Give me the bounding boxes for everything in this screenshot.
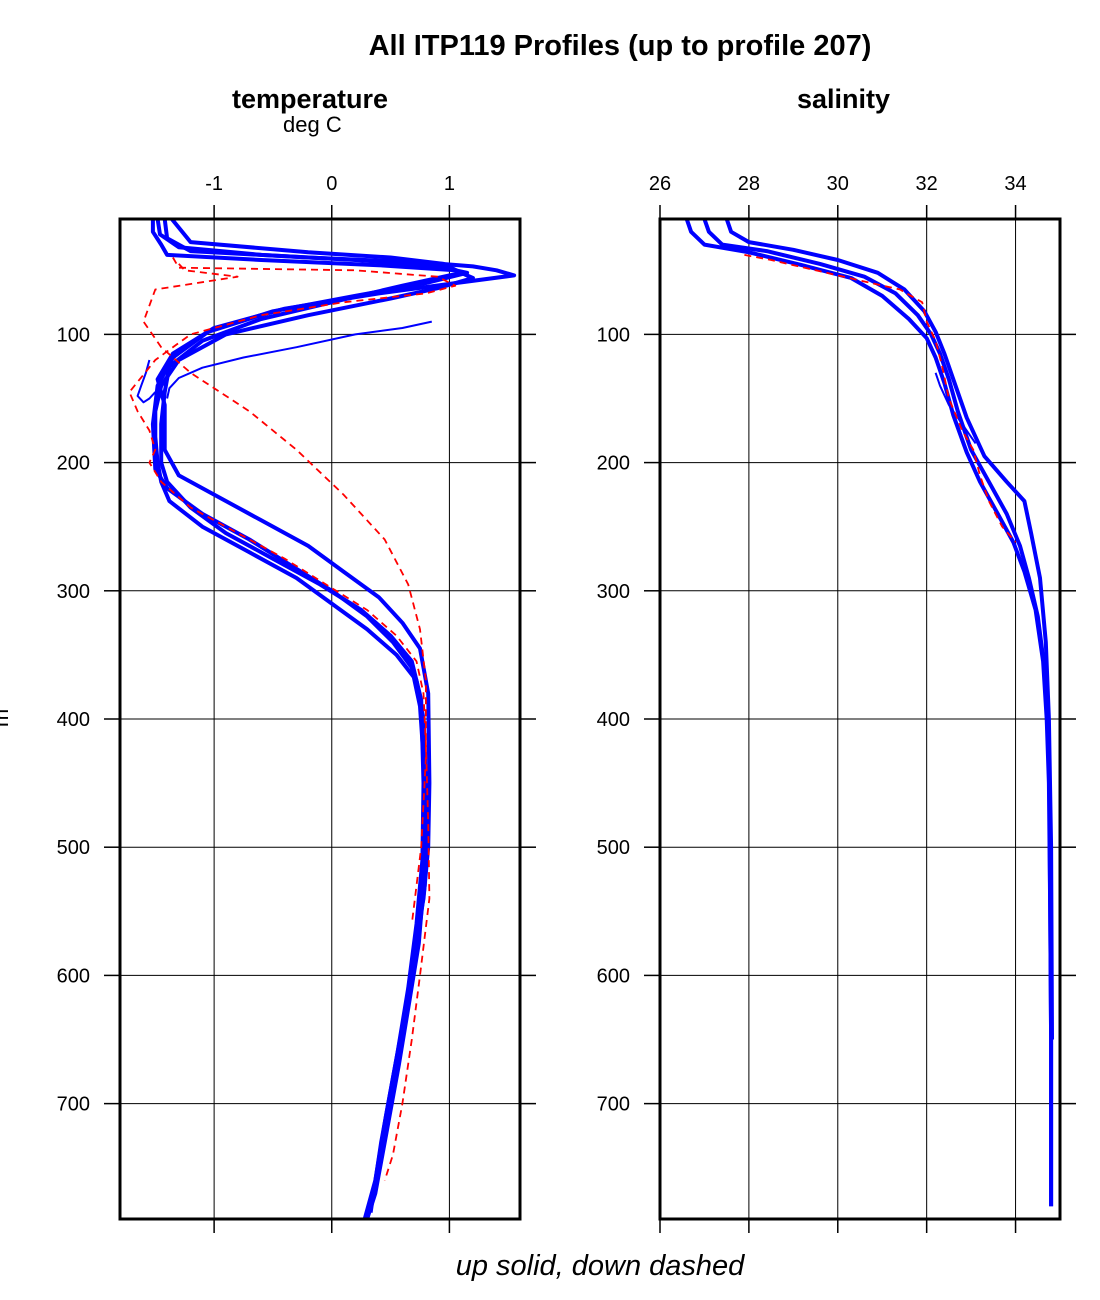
- salinity-ytick-label: 400: [597, 709, 630, 731]
- salinity-xtick-label: 30: [827, 173, 849, 195]
- temperature-xtick-label: 0: [326, 173, 337, 195]
- temperature-up-profile-line: [155, 219, 517, 1213]
- salinity-ytick-label: 300: [597, 581, 630, 603]
- temperature-ytick-label: 600: [57, 965, 90, 987]
- temperature-ytick-label: 700: [57, 1094, 90, 1116]
- salinity-down-profile-line: [744, 254, 1017, 543]
- temperature-xtick-label: 1: [444, 173, 455, 195]
- temperature-ytick-label: 500: [57, 837, 90, 859]
- salinity-xtick-label: 34: [1004, 173, 1026, 195]
- salinity-up-profile-line: [934, 372, 977, 444]
- salinity-ytick-label: 100: [597, 324, 630, 346]
- salinity-ytick-label: 200: [597, 453, 630, 475]
- temperature-ytick-label: 100: [57, 324, 90, 346]
- temperature-down-profile-line: [142, 263, 427, 925]
- salinity-up-profile-line: [702, 219, 1054, 1207]
- salinity-ytick-label: 700: [597, 1094, 630, 1116]
- salinity-ytick-label: 600: [597, 965, 630, 987]
- salinity-xtick-label: 26: [649, 173, 671, 195]
- legend-caption: up solid, down dashed: [455, 1250, 745, 1282]
- salinity-xtick-label: 28: [738, 173, 760, 195]
- temperature-panel-title: temperature: [232, 84, 389, 114]
- temperature-up-profile-line: [136, 359, 157, 404]
- salinity-panel-title: salinity: [797, 84, 891, 114]
- temperature-ytick-label: 200: [57, 453, 90, 475]
- temperature-up-profile-line: [166, 320, 433, 399]
- figure-title: All ITP119 Profiles (up to profile 207): [368, 30, 872, 62]
- salinity-ytick-label: 500: [597, 837, 630, 859]
- temperature-plot-frame: [118, 217, 522, 1221]
- temperature-ytick-label: 300: [57, 581, 90, 603]
- salinity-xtick-label: 32: [916, 173, 938, 195]
- temperature-xtick-label: -1: [205, 173, 223, 195]
- temperature-ytick-label: 400: [57, 709, 90, 731]
- salinity-plot-frame: [658, 217, 1062, 1221]
- salinity-up-profile-line: [684, 219, 1054, 1207]
- temperature-unit-label: deg C: [283, 112, 342, 137]
- temperature-down-profile-line: [128, 257, 457, 1181]
- salinity-up-profile-line: [724, 219, 1054, 1040]
